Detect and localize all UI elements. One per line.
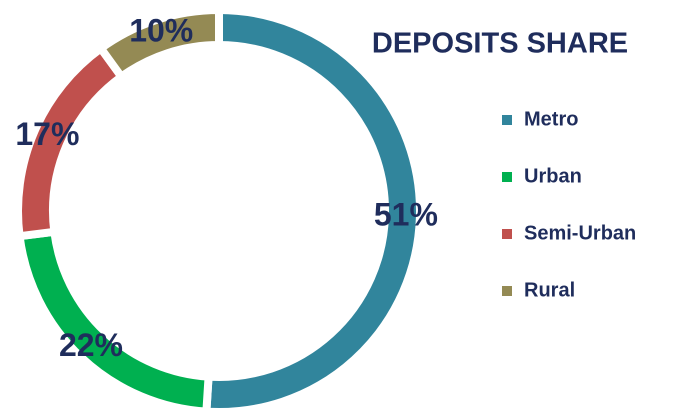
legend-label: Semi-Urban (524, 222, 636, 244)
donut-slice (15, 227, 213, 413)
data-label: 10% (129, 13, 193, 49)
legend-swatch (502, 286, 512, 296)
donut-slice (95, 5, 223, 83)
legend-swatch (502, 229, 512, 239)
legend-label: Rural (524, 279, 575, 301)
data-label: 22% (59, 327, 123, 363)
legend-label: Urban (524, 165, 582, 187)
legend-swatch (502, 172, 512, 182)
chart-title: DEPOSITS SHARE (372, 28, 628, 60)
legend-swatch (502, 115, 512, 125)
data-label: 51% (374, 196, 438, 232)
data-label: 17% (15, 116, 79, 152)
legend-label: Metro (524, 108, 578, 130)
donut-slice (202, 5, 425, 413)
